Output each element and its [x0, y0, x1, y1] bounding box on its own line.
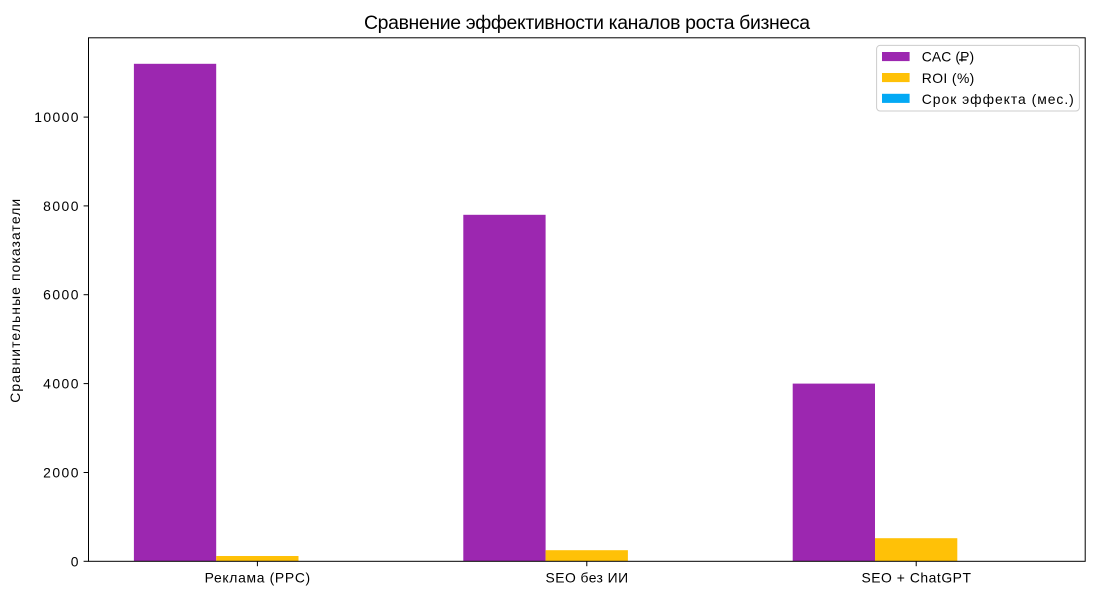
svg-text:8000: 8000 [43, 198, 79, 214]
svg-text:CAC (Р): CAC (Р) [922, 49, 974, 65]
svg-text:SEO + ChatGPT: SEO + ChatGPT [861, 569, 971, 585]
svg-text:4000: 4000 [43, 376, 79, 392]
svg-text:Сравнительные показатели: Сравнительные показатели [7, 199, 23, 403]
svg-text:10000: 10000 [34, 109, 78, 125]
svg-text:ROI (%): ROI (%) [922, 70, 975, 86]
svg-text:0: 0 [71, 553, 79, 569]
svg-text:SEO без ИИ: SEO без ИИ [546, 569, 629, 585]
svg-text:6000: 6000 [43, 287, 79, 303]
svg-text:2000: 2000 [43, 464, 79, 480]
svg-text:Реклама (PPC): Реклама (PPC) [205, 569, 311, 585]
svg-text:Срок эффекта (мес.): Срок эффекта (мес.) [922, 91, 1074, 107]
svg-text:Сравнение эффективности канало: Сравнение эффективности каналов роста би… [364, 12, 810, 34]
